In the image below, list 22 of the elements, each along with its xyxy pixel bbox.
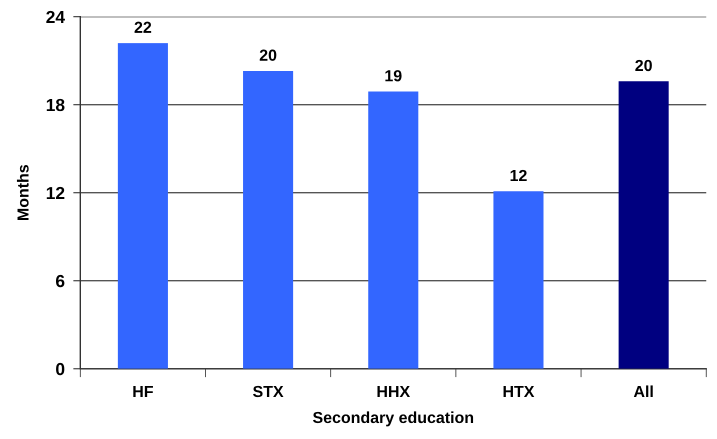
x-axis-title: Secondary education [312,411,474,426]
data-label: 19 [385,70,402,82]
data-label: 22 [134,22,152,33]
data-label: 20 [260,50,276,61]
y-tick-label: 0 [56,362,64,376]
x-tick-label: HHX [377,386,410,397]
bar [118,43,168,369]
y-tick-label: 12 [46,186,64,200]
y-tick-label: 18 [46,98,64,112]
bar [493,191,544,369]
data-label: 20 [635,60,652,72]
y-tick-label: 6 [56,274,64,288]
y-tick-label: 24 [46,10,65,23]
x-tick-label: All [634,385,653,397]
bar [368,92,418,369]
x-tick-label: HF [133,386,153,397]
x-tick-label: HTX [504,386,534,397]
x-tick-label: STX [253,386,284,398]
bar [618,81,669,369]
data-label: 12 [510,170,527,181]
y-axis-title: Months [16,164,29,220]
bar [243,70,294,369]
